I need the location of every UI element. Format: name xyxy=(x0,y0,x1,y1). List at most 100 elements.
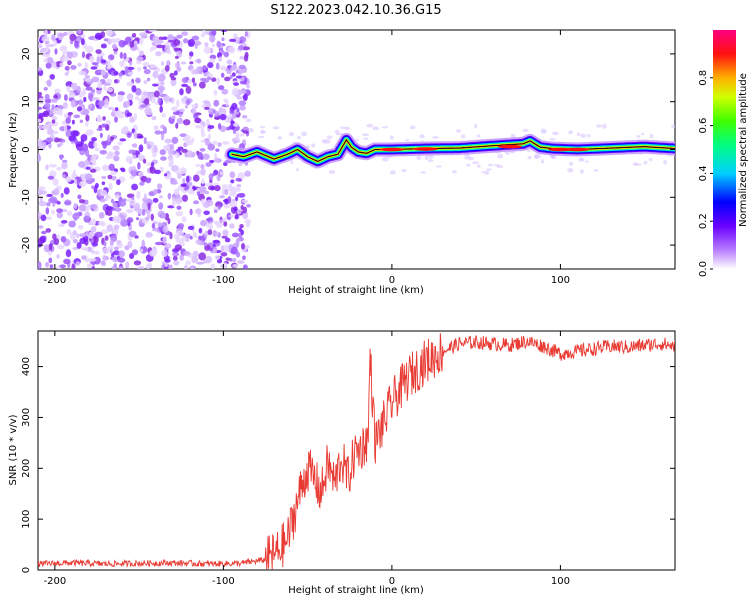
noise-dot xyxy=(143,66,147,70)
noise-dot xyxy=(204,106,210,111)
noise-dot xyxy=(65,176,72,183)
noise-dot xyxy=(231,64,238,72)
noise-dot xyxy=(206,76,212,81)
noise-dot xyxy=(219,171,224,176)
noise-dot xyxy=(643,160,648,165)
noise-dot xyxy=(65,129,73,138)
noise-dot xyxy=(192,250,199,257)
noise-dot xyxy=(143,193,147,201)
noise-dot xyxy=(141,201,148,210)
noise-dot xyxy=(48,257,53,264)
noise-dot xyxy=(207,62,214,69)
noise-dot xyxy=(162,145,170,151)
noise-dot xyxy=(110,198,115,204)
noise-dot xyxy=(156,39,164,44)
noise-dot xyxy=(466,163,471,167)
noise-dot xyxy=(87,154,91,162)
noise-dot xyxy=(51,115,58,121)
noise-dot xyxy=(59,45,68,52)
noise-dot xyxy=(185,85,192,94)
noise-dot xyxy=(382,156,389,162)
noise-dot xyxy=(180,183,187,188)
noise-dot xyxy=(238,64,246,70)
noise-dot xyxy=(83,96,87,103)
noise-dot xyxy=(168,264,173,269)
noise-dot xyxy=(208,173,214,181)
spectrogram-xlabel: Height of straight line (km) xyxy=(288,285,424,296)
noise-dot xyxy=(427,159,434,163)
noise-dot xyxy=(389,135,394,140)
noise-dot xyxy=(158,36,164,41)
noise-dot xyxy=(114,116,118,123)
noise-dot xyxy=(111,43,118,50)
noise-dot xyxy=(75,261,81,266)
noise-dot xyxy=(272,126,280,130)
noise-dot xyxy=(222,244,231,253)
noise-dot xyxy=(51,34,56,42)
colorbar-gradient xyxy=(713,30,736,269)
noise-dot xyxy=(181,148,188,153)
noise-dot xyxy=(74,138,78,145)
noise-dot xyxy=(137,67,141,72)
noise-dot xyxy=(207,229,213,236)
noise-dot xyxy=(118,72,123,77)
noise-dot xyxy=(102,247,110,254)
noise-dot xyxy=(223,98,228,103)
noise-dot xyxy=(171,115,176,120)
noise-dot xyxy=(77,62,82,67)
noise-dot xyxy=(124,36,132,45)
snr-xlabel: Height of straight line (km) xyxy=(288,585,424,596)
noise-dot xyxy=(219,125,227,133)
noise-dot xyxy=(663,159,668,165)
noise-dot xyxy=(212,109,216,114)
noise-dot xyxy=(146,144,152,150)
colorbar-ticks: 0.0 0.2 0.4 0.6 0.8 xyxy=(698,70,713,277)
noise-dot xyxy=(242,126,249,131)
noise-dot xyxy=(58,223,65,227)
noise-dot xyxy=(172,39,181,46)
noise-dot xyxy=(38,67,42,72)
noise-dot xyxy=(174,244,182,251)
noise-dot xyxy=(112,202,118,208)
spectrogram-x-tick-label: -200 xyxy=(44,275,67,286)
noise-dot xyxy=(126,217,134,224)
noise-dot xyxy=(78,70,87,76)
noise-dot xyxy=(51,119,56,124)
noise-dot xyxy=(344,126,351,131)
noise-dot xyxy=(49,196,58,203)
noise-dot xyxy=(53,94,59,99)
noise-dot xyxy=(584,160,589,163)
noise-dot xyxy=(38,118,42,123)
noise-dot xyxy=(372,126,380,131)
noise-dot xyxy=(189,208,193,216)
noise-dot xyxy=(85,86,93,91)
noise-dot xyxy=(90,66,98,70)
noise-dot xyxy=(169,144,175,151)
noise-dot xyxy=(149,166,154,172)
noise-dot xyxy=(176,66,182,72)
noise-dot xyxy=(195,67,199,75)
noise-dot xyxy=(177,230,185,236)
noise-dot xyxy=(404,138,410,142)
noise-dot xyxy=(47,128,54,136)
noise-dot xyxy=(220,72,225,78)
noise-dot xyxy=(510,133,516,139)
noise-dot xyxy=(136,217,140,221)
noise-dot xyxy=(203,190,210,195)
noise-dot xyxy=(451,170,457,174)
noise-dot xyxy=(197,152,204,160)
noise-dot xyxy=(187,225,195,230)
noise-dot xyxy=(127,72,134,76)
noise-dot xyxy=(245,221,251,228)
noise-dot xyxy=(91,137,98,142)
noise-dot xyxy=(158,195,164,199)
noise-dot xyxy=(147,202,151,211)
noise-dot xyxy=(119,51,124,59)
noise-dot xyxy=(190,104,198,108)
noise-dot xyxy=(85,77,92,83)
noise-dot xyxy=(73,114,81,119)
noise-dot xyxy=(185,139,193,146)
noise-dot xyxy=(94,231,103,238)
noise-dot xyxy=(48,250,52,256)
noise-dot xyxy=(39,196,43,203)
